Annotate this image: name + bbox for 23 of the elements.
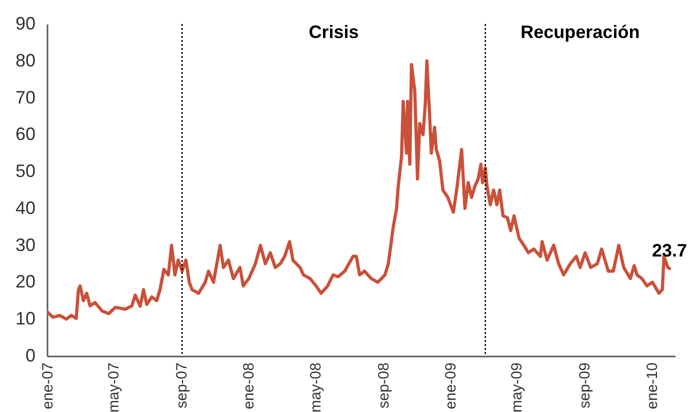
x-tick-label: ene-10 xyxy=(644,362,661,410)
x-tick-label: sep-07 xyxy=(173,362,190,408)
y-tick-label: 60 xyxy=(15,124,36,144)
y-tick-label: 0 xyxy=(25,346,36,366)
y-tick-label: 10 xyxy=(15,308,36,329)
x-tick-label: ene-09 xyxy=(442,362,460,410)
x-tick-label: may-09 xyxy=(508,362,526,412)
y-tick-label: 40 xyxy=(15,198,36,218)
x-tick-label: sep-09 xyxy=(576,362,594,408)
y-tick-label: 30 xyxy=(15,234,36,255)
annotation: Crisis xyxy=(308,22,359,42)
annotation: Recuperación xyxy=(520,22,640,42)
x-tick-label: ene-07 xyxy=(40,362,56,410)
x-tick-label: sep-08 xyxy=(375,362,392,408)
y-tick-label: 90 xyxy=(15,14,36,34)
y-tick-label: 50 xyxy=(15,161,36,182)
y-tick-label: 80 xyxy=(15,50,36,70)
x-tick-label: ene-08 xyxy=(240,362,258,410)
annotation: 23.7 xyxy=(652,240,688,261)
x-tick-label: may-07 xyxy=(106,362,123,412)
y-tick-label: 70 xyxy=(15,87,36,108)
x-tick-label: may-08 xyxy=(307,362,324,412)
y-tick-label: 20 xyxy=(15,272,36,292)
